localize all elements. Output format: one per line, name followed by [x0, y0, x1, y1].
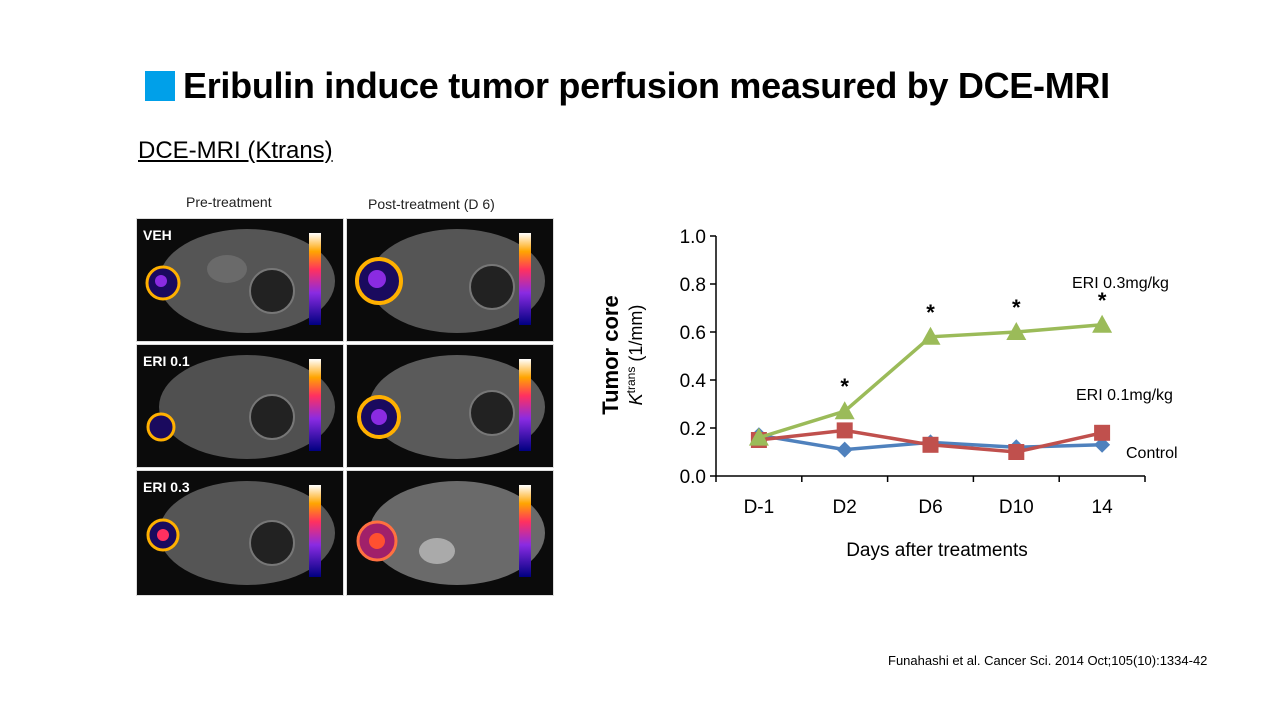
significance-asterisk: *	[1012, 295, 1021, 320]
x-axis-title: Days after treatments	[846, 540, 1028, 561]
y-axis-title: Tumor core	[598, 295, 623, 414]
y-tick-label: 0.2	[680, 419, 706, 440]
col-label-post: Post-treatment (D 6)	[368, 196, 495, 212]
data-point-eri-0-3mg-kg	[920, 326, 941, 345]
slide-title: Eribulin induce tumor perfusion measured…	[145, 64, 1110, 108]
x-tick-label: D2	[833, 497, 857, 518]
title-bullet-square	[145, 71, 175, 101]
mri-panel-eri01-pre: ERI 0.1	[136, 344, 344, 468]
series-label-eri-0-1mg-kg: ERI 0.1mg/kg	[1076, 387, 1173, 404]
data-point-control	[836, 441, 853, 458]
y-tick-label: 0.4	[680, 371, 707, 392]
mri-image	[146, 481, 335, 585]
col-label-pre: Pre-treatment	[186, 194, 272, 210]
citation: Funahashi et al. Cancer Sci. 2014 Oct;10…	[888, 653, 1208, 668]
mri-panel-veh-post	[346, 218, 554, 342]
data-point-eri-0-1mg-kg	[1094, 424, 1111, 441]
y-axis-subtitle-sup: trans	[624, 367, 638, 394]
x-tick-label: D10	[999, 497, 1034, 518]
significance-asterisk: *	[1098, 288, 1107, 313]
mri-panel-eri01-post	[346, 344, 554, 468]
mri-panel-eri03-pre: ERI 0.3	[136, 470, 344, 596]
mri-image	[357, 355, 545, 459]
row-label-eri01: ERI 0.1	[143, 353, 190, 369]
mri-panel-eri03-post	[346, 470, 554, 596]
slide-title-text: Eribulin induce tumor perfusion measured…	[183, 65, 1110, 106]
mri-image	[356, 481, 545, 585]
data-point-eri-0-3mg-kg	[834, 401, 855, 420]
data-point-eri-0-3mg-kg	[1006, 322, 1027, 340]
mri-panel-veh-pre: VEH	[136, 218, 344, 342]
chart-axes: 0.0 0.2 0.4 0.6 0.8 1.0 D-1 D2 D6 D10 14	[680, 227, 1146, 518]
y-tick-label: 1.0	[680, 227, 706, 248]
series-label-control: Control	[1126, 445, 1178, 462]
data-point-control	[1094, 436, 1111, 453]
data-point-eri-0-1mg-kg	[1008, 444, 1025, 460]
data-point-eri-0-1mg-kg	[922, 436, 939, 453]
y-axis-subtitle: Ktrans (1/mm)	[624, 305, 646, 406]
x-tick-label: 14	[1092, 497, 1114, 518]
y-tick-label: 0.6	[680, 323, 706, 344]
data-point-eri-0-3mg-kg	[1092, 314, 1113, 333]
y-axis-subtitle-unit: (1/mm)	[626, 305, 646, 367]
significance-asterisk: *	[840, 374, 849, 399]
ktrans-line-chart: 0.0 0.2 0.4 0.6 0.8 1.0 D-1 D2 D6 D10 14 Control ER…	[598, 227, 1178, 561]
data-point-eri-0-3mg-kg	[748, 427, 769, 446]
x-tick-label: D6	[918, 497, 942, 518]
y-axis-subtitle-k: K	[626, 392, 646, 405]
mri-image	[146, 355, 335, 459]
significance-asterisk: *	[926, 300, 935, 325]
row-label-veh: VEH	[143, 227, 172, 243]
data-point-eri-0-1mg-kg	[836, 422, 853, 439]
mri-image	[145, 229, 335, 333]
x-tick-label: D-1	[744, 497, 775, 518]
row-label-eri03: ERI 0.3	[143, 479, 190, 495]
y-tick-label: 0.8	[680, 275, 706, 296]
slide-subtitle: DCE-MRI (Ktrans)	[138, 137, 333, 164]
mri-image	[355, 229, 545, 333]
series-label-eri-0-3mg-kg: ERI 0.3mg/kg	[1072, 275, 1169, 292]
y-tick-label: 0.0	[680, 467, 706, 488]
